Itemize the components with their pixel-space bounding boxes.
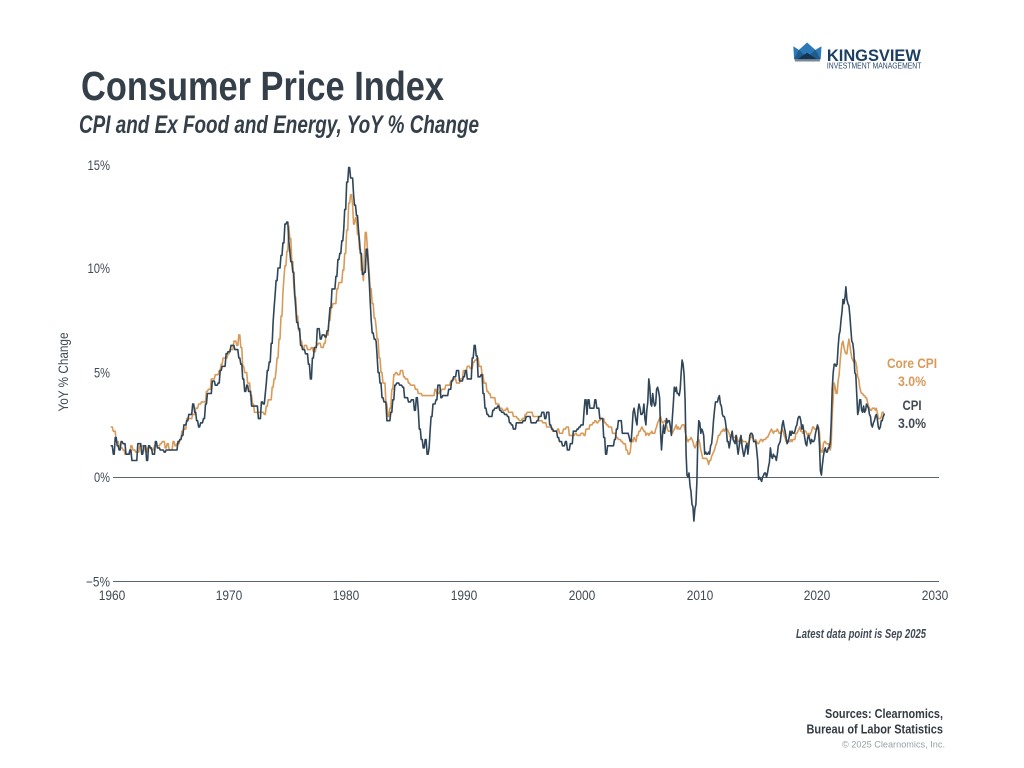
svg-text:YoY % Change: YoY % Change	[56, 333, 71, 412]
svg-text:Latest data point is Sep 2025: Latest data point is Sep 2025	[796, 627, 927, 641]
svg-text:1970: 1970	[216, 588, 243, 603]
svg-text:1980: 1980	[333, 588, 360, 603]
svg-text:1960: 1960	[99, 588, 126, 603]
svg-text:Sources: Clearnomics,: Sources: Clearnomics,	[825, 706, 943, 721]
svg-text:1990: 1990	[451, 588, 478, 603]
svg-text:INVESTMENT MANAGEMENT: INVESTMENT MANAGEMENT	[827, 62, 922, 71]
svg-text:2020: 2020	[804, 588, 831, 603]
svg-text:Consumer Price Index: Consumer Price Index	[81, 63, 444, 109]
svg-text:KINGSVIEW: KINGSVIEW	[827, 47, 922, 65]
svg-text:Bureau of Labor Statistics: Bureau of Labor Statistics	[807, 722, 944, 737]
svg-text:CPI: CPI	[903, 398, 922, 413]
svg-text:2010: 2010	[687, 588, 714, 603]
svg-text:Core CPI: Core CPI	[887, 356, 937, 371]
svg-text:0%: 0%	[94, 470, 110, 485]
svg-text:15%: 15%	[88, 158, 111, 173]
svg-text:3.0%: 3.0%	[898, 374, 926, 389]
svg-text:© 2025 Clearnomics, Inc.: © 2025 Clearnomics, Inc.	[842, 740, 945, 750]
svg-text:2000: 2000	[569, 588, 596, 603]
svg-text:CPI and Ex Food and Energy, Yo: CPI and Ex Food and Energy, YoY % Change	[79, 111, 479, 139]
svg-text:−5%: −5%	[86, 575, 110, 590]
svg-text:10%: 10%	[88, 261, 111, 276]
svg-text:5%: 5%	[94, 366, 110, 381]
svg-text:3.0%: 3.0%	[898, 416, 926, 431]
svg-text:2030: 2030	[922, 588, 949, 603]
